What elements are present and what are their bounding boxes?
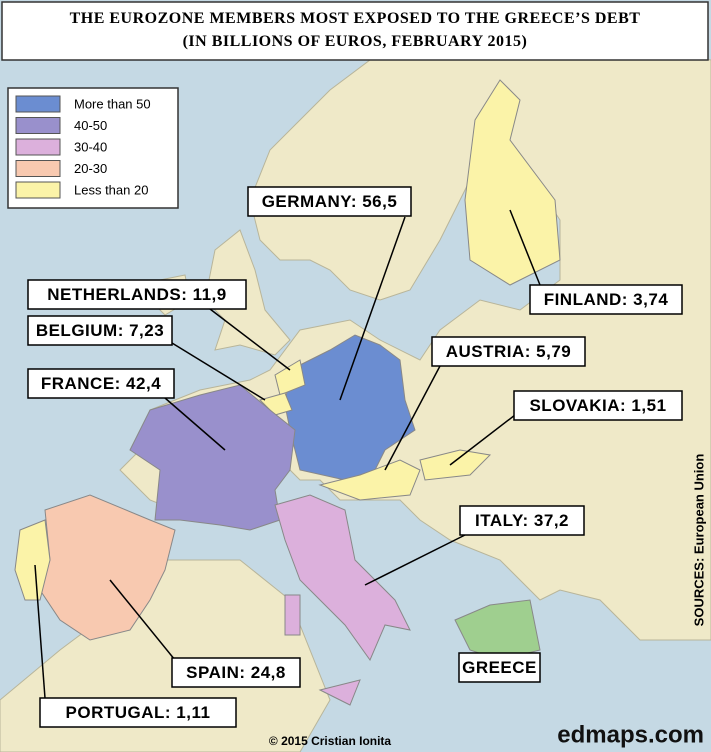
leader-line — [209, 308, 291, 371]
legend-label: More than 50 — [74, 96, 151, 111]
legend-swatch — [15, 117, 61, 134]
land — [204, 229, 291, 356]
leader-line — [109, 579, 176, 661]
country-label: FRANCE: 42,4 — [41, 374, 161, 393]
country-label: AUSTRIA: 5,79 — [446, 342, 572, 361]
title: THE EUROZONE MEMBERS MOST EXPOSED TO THE… — [70, 10, 641, 27]
leader-line — [384, 365, 441, 471]
country-label: BELGIUM: 7,23 — [36, 321, 164, 340]
legend-swatch — [15, 95, 61, 113]
leader-line — [339, 216, 406, 401]
legend-swatch — [15, 160, 61, 177]
legend-label: Less than 20 — [74, 182, 148, 197]
leader-line — [164, 397, 226, 451]
legend-label: 40-50 — [74, 118, 107, 133]
country — [318, 679, 361, 706]
country-label: GREECE — [462, 658, 537, 677]
country — [318, 459, 421, 501]
source: SOURCES: European Union — [691, 454, 706, 627]
leader-line — [171, 342, 266, 401]
legend-label: 30-40 — [74, 139, 107, 154]
legend-label: 20-30 — [74, 161, 107, 176]
leader-line — [449, 414, 516, 466]
country-label: SLOVAKIA: 1,51 — [529, 396, 666, 415]
country — [464, 79, 561, 286]
leader-line — [34, 564, 46, 699]
country-label: FINLAND: 3,74 — [544, 290, 669, 309]
label-box — [459, 505, 585, 536]
country — [274, 359, 306, 396]
leader-line — [509, 209, 541, 286]
label-box — [39, 697, 237, 728]
label-box — [431, 336, 586, 367]
country — [419, 449, 492, 481]
country — [274, 494, 411, 662]
label-box — [27, 279, 247, 310]
label-box — [27, 315, 173, 346]
country-label: GERMANY: 56,5 — [262, 192, 398, 211]
label-box — [458, 652, 541, 683]
label-box — [171, 657, 301, 688]
subtitle: (IN BILLIONS OF EUROS, FEBRUARY 2015) — [183, 33, 528, 50]
country — [284, 594, 301, 636]
legend-swatch — [15, 181, 61, 199]
country — [454, 599, 541, 661]
country — [14, 519, 51, 601]
label-box — [247, 186, 412, 217]
label-box — [529, 284, 683, 315]
label-box — [27, 368, 175, 399]
label-box — [513, 390, 683, 421]
credit: © 2015 Cristian Ionita — [269, 734, 392, 748]
country-label: SPAIN: 24,8 — [186, 663, 286, 682]
leader-line — [364, 534, 466, 586]
country-label: PORTUGAL: 1,11 — [66, 703, 211, 722]
country-label: ITALY: 37,2 — [475, 511, 569, 530]
site: edmaps.com — [557, 721, 704, 748]
legend-swatch — [15, 138, 61, 156]
country-label: NETHERLANDS: 11,9 — [47, 285, 226, 304]
title-box — [1, 1, 709, 61]
